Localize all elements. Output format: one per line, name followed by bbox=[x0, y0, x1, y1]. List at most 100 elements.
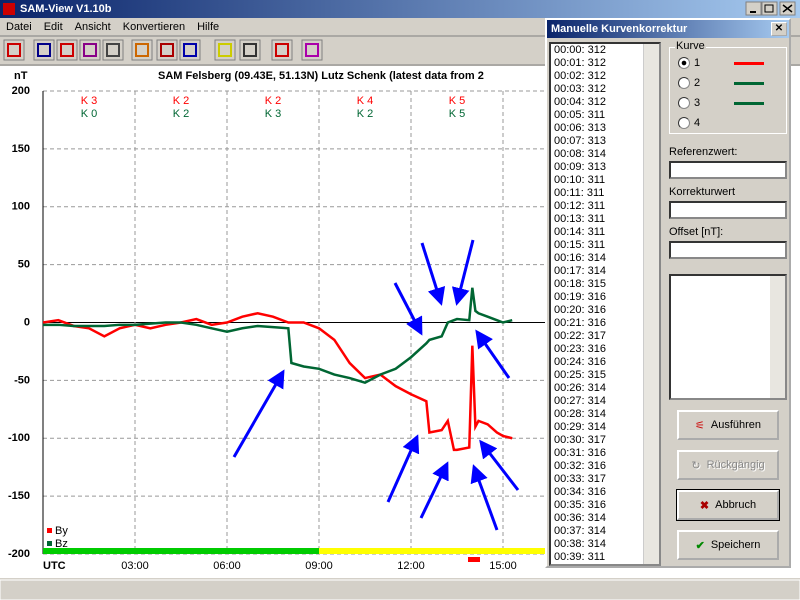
list-item[interactable]: 00:09: 313 bbox=[554, 161, 606, 173]
toolbar-button[interactable] bbox=[79, 39, 101, 61]
radio-dot[interactable] bbox=[678, 77, 690, 89]
list-item[interactable]: 00:18: 315 bbox=[554, 278, 606, 290]
list-item[interactable]: 00:12: 311 bbox=[554, 200, 606, 212]
field-label: Referenzwert: bbox=[669, 146, 738, 158]
list-item[interactable]: 00:07: 313 bbox=[554, 135, 606, 147]
list-item[interactable]: 00:23: 316 bbox=[554, 343, 606, 355]
list-item[interactable]: 00:03: 312 bbox=[554, 83, 606, 95]
toolbar-button[interactable] bbox=[239, 39, 261, 61]
list-item[interactable]: 00:33: 317 bbox=[554, 473, 606, 485]
toolbar-button[interactable] bbox=[56, 39, 78, 61]
list-item[interactable]: 00:35: 316 bbox=[554, 499, 606, 511]
field-label: Offset [nT]: bbox=[669, 226, 724, 238]
list-item[interactable]: 00:10: 311 bbox=[554, 174, 606, 186]
menu-item[interactable]: Konvertieren bbox=[123, 21, 185, 33]
menu-item[interactable]: Datei bbox=[6, 21, 32, 33]
list-item[interactable]: 00:14: 311 bbox=[554, 226, 606, 238]
button-icon bbox=[275, 43, 289, 57]
text-area[interactable] bbox=[669, 274, 787, 400]
scrollbar[interactable] bbox=[770, 276, 785, 398]
list-item[interactable]: 00:34: 316 bbox=[554, 486, 606, 498]
list-item[interactable]: 00:15: 311 bbox=[554, 239, 606, 251]
list-item[interactable]: 00:36: 314 bbox=[554, 512, 606, 524]
k-index: K 2 bbox=[265, 95, 282, 107]
radio-option[interactable]: 1 bbox=[678, 56, 700, 70]
status-strip bbox=[43, 548, 319, 554]
list-item[interactable]: 00:25: 315 bbox=[554, 369, 606, 381]
toolbar-button[interactable] bbox=[156, 39, 178, 61]
k-index: K 2 bbox=[173, 95, 190, 107]
list-item[interactable]: 00:30: 317 bbox=[554, 434, 606, 446]
save-button[interactable]: ✔ Speichern bbox=[677, 530, 779, 560]
window-buttons[interactable] bbox=[745, 1, 796, 16]
toolbar-button[interactable] bbox=[301, 39, 323, 61]
toolbar-button[interactable] bbox=[214, 39, 236, 61]
button-label: Rückgängig bbox=[706, 459, 765, 471]
curve-color bbox=[734, 62, 764, 65]
title-bar bbox=[0, 0, 800, 18]
list-item[interactable]: 00:26: 314 bbox=[554, 382, 606, 394]
undo-button[interactable]: ↻ Rückgängig bbox=[677, 450, 779, 480]
button-icon bbox=[135, 43, 149, 57]
radio-dot[interactable] bbox=[678, 117, 690, 129]
list-item[interactable]: 00:02: 312 bbox=[554, 70, 606, 82]
status-mark bbox=[468, 557, 480, 562]
radio-option[interactable]: 3 bbox=[678, 96, 700, 110]
list-item[interactable]: 00:08: 314 bbox=[554, 148, 606, 160]
list-item[interactable]: 00:06: 313 bbox=[554, 122, 606, 134]
text-input[interactable] bbox=[669, 241, 787, 259]
radio-option[interactable]: 4 bbox=[678, 116, 700, 130]
correction-dialog: Manuelle Kurvenkorrektur ✕ 00:00: 312 00:0… bbox=[545, 18, 791, 568]
menu-item[interactable]: Edit bbox=[44, 21, 63, 33]
list-item[interactable]: 00:13: 311 bbox=[554, 213, 606, 225]
list-item[interactable]: 00:11: 311 bbox=[554, 187, 605, 199]
list-item[interactable]: 00:28: 314 bbox=[554, 408, 606, 420]
list-item[interactable]: 00:39: 311 bbox=[554, 551, 606, 563]
list-item[interactable]: 00:32: 316 bbox=[554, 460, 606, 472]
list-item[interactable]: 00:05: 311 bbox=[554, 109, 606, 121]
list-item[interactable]: 00:20: 316 bbox=[554, 304, 606, 316]
annotation-arrows bbox=[232, 239, 520, 531]
menu-item[interactable]: Hilfe bbox=[197, 21, 219, 33]
button-icon bbox=[218, 43, 232, 57]
toolbar-button[interactable] bbox=[179, 39, 201, 61]
list-item[interactable]: 00:24: 316 bbox=[554, 356, 606, 368]
list-item[interactable]: 00:22: 317 bbox=[554, 330, 606, 342]
y-tick-label: -50 bbox=[14, 374, 30, 386]
app-icon bbox=[3, 3, 15, 15]
radio-label: 4 bbox=[694, 117, 701, 129]
list-item[interactable]: 00:21: 316 bbox=[554, 317, 606, 329]
list-item[interactable]: 00:16: 314 bbox=[554, 252, 606, 264]
list-item[interactable]: 00:19: 316 bbox=[554, 291, 606, 303]
toolbar-button[interactable] bbox=[271, 39, 293, 61]
text-input[interactable] bbox=[669, 161, 787, 179]
scrollbar[interactable] bbox=[643, 44, 659, 564]
radio-dot[interactable] bbox=[678, 57, 690, 69]
list-item[interactable]: 00:00: 312 bbox=[554, 44, 606, 56]
close-button[interactable]: ✕ bbox=[771, 22, 787, 36]
x-tick-label: 03:00 bbox=[121, 560, 149, 572]
list-item[interactable]: 00:04: 312 bbox=[554, 96, 606, 108]
value-list[interactable]: 00:00: 312 00:01: 312 00:02: 312 00:03: 312… bbox=[549, 42, 661, 566]
text-input[interactable] bbox=[669, 201, 787, 219]
list-item[interactable]: 00:38: 314 bbox=[554, 538, 606, 550]
radio-option[interactable]: 2 bbox=[678, 76, 700, 90]
cancel-button[interactable]: ✖ Abbruch bbox=[676, 489, 780, 521]
toolbar-button[interactable] bbox=[131, 39, 153, 61]
menu-item[interactable]: Ansicht bbox=[75, 21, 111, 33]
radio-dot[interactable] bbox=[678, 97, 690, 109]
button-icon bbox=[37, 43, 51, 57]
k-index: K 3 bbox=[265, 108, 282, 120]
list-item[interactable]: 00:37: 314 bbox=[554, 525, 606, 537]
execute-button[interactable]: ⚟ Ausführen bbox=[677, 410, 779, 440]
list-item[interactable]: 00:01: 312 bbox=[554, 57, 606, 69]
list-item[interactable]: 00:31: 316 bbox=[554, 447, 606, 459]
k-index: K 2 bbox=[357, 108, 374, 120]
toolbar-button[interactable] bbox=[102, 39, 124, 61]
toolbar-button[interactable] bbox=[3, 39, 25, 61]
list-item[interactable]: 00:17: 314 bbox=[554, 265, 606, 277]
toolbar-button[interactable] bbox=[33, 39, 55, 61]
list-item[interactable]: 00:29: 314 bbox=[554, 421, 606, 433]
legend-label: By bbox=[55, 525, 68, 537]
list-item[interactable]: 00:27: 314 bbox=[554, 395, 606, 407]
